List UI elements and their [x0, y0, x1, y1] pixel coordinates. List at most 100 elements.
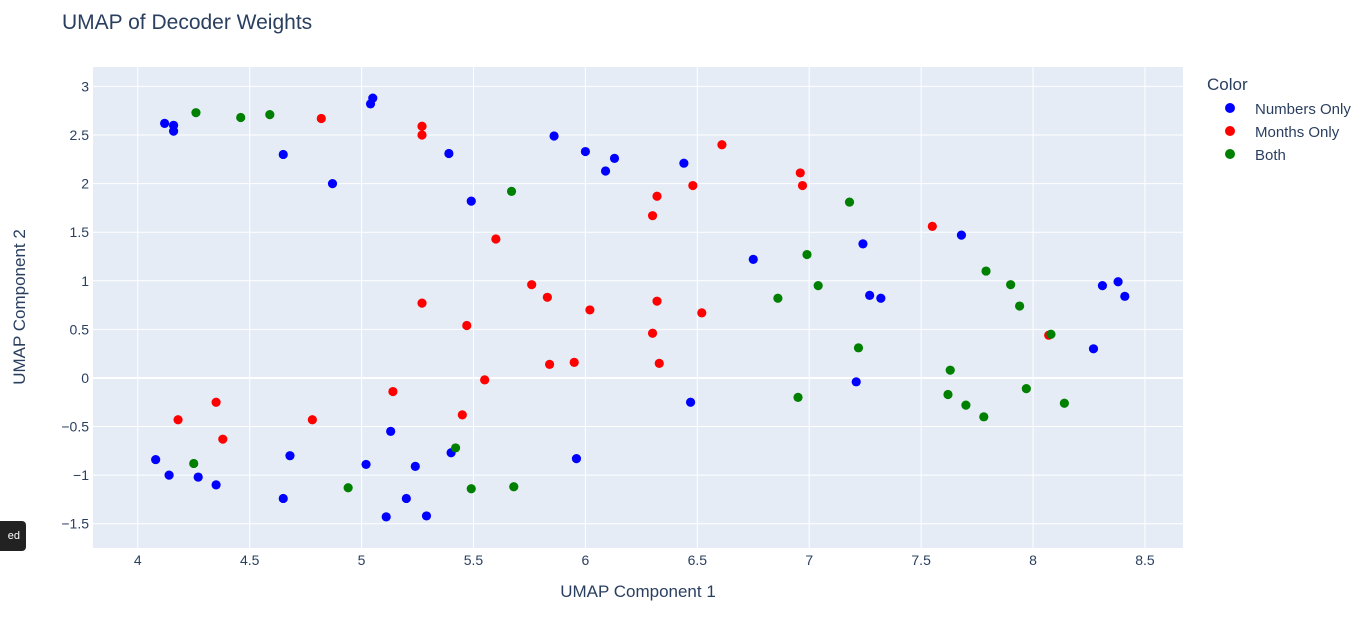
- data-point[interactable]: [466, 196, 476, 206]
- data-point[interactable]: [457, 410, 467, 420]
- data-point[interactable]: [609, 153, 620, 163]
- data-point[interactable]: [506, 186, 517, 196]
- data-point[interactable]: [491, 234, 501, 244]
- data-point[interactable]: [945, 365, 955, 375]
- data-point[interactable]: [164, 470, 174, 480]
- data-point[interactable]: [189, 458, 199, 469]
- data-point[interactable]: [417, 298, 427, 308]
- data-point[interactable]: [285, 451, 295, 461]
- legend-marker[interactable]: [1225, 103, 1235, 113]
- data-point[interactable]: [151, 454, 161, 465]
- data-point[interactable]: [410, 461, 420, 471]
- legend-item-label[interactable]: Both: [1255, 147, 1286, 164]
- data-point[interactable]: [401, 493, 411, 504]
- data-point[interactable]: [218, 434, 228, 444]
- data-point[interactable]: [571, 454, 582, 464]
- data-point[interactable]: [1006, 280, 1016, 290]
- data-point[interactable]: [544, 359, 555, 369]
- legend-item-label[interactable]: Months Only: [1255, 124, 1340, 141]
- data-point[interactable]: [388, 386, 398, 397]
- data-point[interactable]: [386, 426, 396, 436]
- data-point[interactable]: [417, 121, 427, 131]
- data-point[interactable]: [688, 180, 698, 191]
- data-point[interactable]: [361, 459, 371, 470]
- data-point[interactable]: [773, 293, 783, 303]
- data-point[interactable]: [1113, 277, 1123, 287]
- data-point[interactable]: [480, 375, 490, 385]
- y-tick-label: 2.5: [70, 127, 90, 143]
- data-point[interactable]: [265, 110, 275, 120]
- data-point[interactable]: [679, 158, 689, 168]
- data-point[interactable]: [462, 320, 472, 331]
- data-point[interactable]: [1046, 329, 1056, 339]
- data-point[interactable]: [1088, 344, 1099, 354]
- data-point[interactable]: [1097, 281, 1108, 291]
- data-point[interactable]: [327, 179, 338, 189]
- data-point[interactable]: [193, 472, 203, 482]
- data-point[interactable]: [569, 357, 579, 368]
- data-point[interactable]: [316, 113, 326, 124]
- data-point[interactable]: [956, 230, 967, 240]
- legend-item-label[interactable]: Numbers Only: [1255, 101, 1351, 118]
- data-point[interactable]: [1059, 398, 1069, 408]
- data-point[interactable]: [278, 493, 288, 504]
- data-point[interactable]: [654, 358, 664, 368]
- data-point[interactable]: [858, 239, 868, 249]
- data-point[interactable]: [417, 130, 427, 140]
- legend-title: Color: [1207, 75, 1248, 94]
- data-point[interactable]: [444, 148, 454, 159]
- data-point[interactable]: [748, 254, 758, 264]
- legend-marker[interactable]: [1225, 149, 1235, 159]
- data-point[interactable]: [647, 328, 658, 338]
- data-point[interactable]: [1015, 301, 1025, 311]
- data-point[interactable]: [853, 343, 864, 353]
- y-tick-label: 1.5: [70, 224, 90, 240]
- data-point[interactable]: [160, 118, 170, 128]
- data-point[interactable]: [717, 140, 727, 150]
- data-point[interactable]: [851, 377, 861, 387]
- data-point[interactable]: [652, 191, 662, 201]
- data-point[interactable]: [876, 293, 886, 303]
- data-point[interactable]: [191, 108, 201, 118]
- legend-marker[interactable]: [1225, 126, 1235, 136]
- data-point[interactable]: [527, 280, 537, 290]
- data-point[interactable]: [927, 221, 937, 231]
- data-point[interactable]: [450, 443, 461, 453]
- data-point[interactable]: [381, 512, 391, 522]
- data-point[interactable]: [813, 281, 823, 291]
- data-point[interactable]: [421, 511, 432, 521]
- data-point[interactable]: [844, 197, 855, 207]
- data-point[interactable]: [979, 412, 989, 422]
- data-point[interactable]: [797, 180, 808, 191]
- data-point[interactable]: [278, 149, 288, 160]
- data-point[interactable]: [793, 392, 803, 402]
- data-point[interactable]: [981, 266, 991, 276]
- data-point[interactable]: [647, 211, 658, 221]
- data-point[interactable]: [600, 166, 611, 176]
- data-point[interactable]: [509, 482, 519, 492]
- data-point[interactable]: [343, 483, 353, 493]
- data-point[interactable]: [236, 112, 246, 123]
- data-point[interactable]: [211, 480, 221, 490]
- data-point[interactable]: [1021, 384, 1031, 394]
- data-point[interactable]: [795, 168, 805, 178]
- data-point[interactable]: [961, 400, 971, 410]
- data-point[interactable]: [865, 290, 875, 300]
- data-point[interactable]: [802, 249, 812, 260]
- data-point[interactable]: [943, 389, 953, 400]
- data-point[interactable]: [549, 131, 559, 141]
- data-point[interactable]: [173, 415, 183, 425]
- data-point[interactable]: [697, 308, 707, 318]
- data-point[interactable]: [211, 397, 221, 407]
- data-point[interactable]: [580, 146, 591, 157]
- data-point[interactable]: [585, 305, 595, 315]
- data-point[interactable]: [652, 296, 662, 306]
- data-point[interactable]: [368, 93, 378, 103]
- data-point[interactable]: [168, 126, 179, 136]
- data-point[interactable]: [466, 484, 476, 494]
- data-point[interactable]: [307, 415, 317, 425]
- data-point[interactable]: [685, 397, 696, 407]
- data-point[interactable]: [542, 292, 552, 302]
- data-point[interactable]: [1120, 291, 1130, 301]
